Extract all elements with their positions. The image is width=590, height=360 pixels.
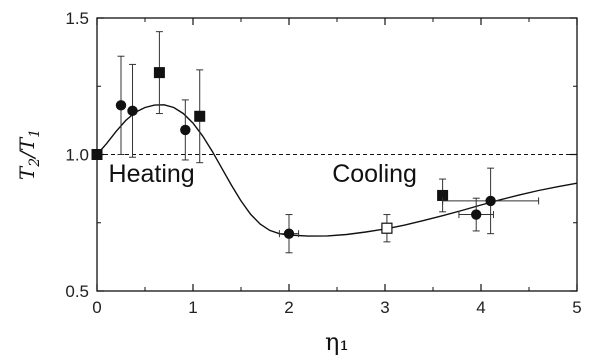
- data-point-circle: [115, 100, 127, 111]
- annotation-heating: Heating: [109, 160, 195, 188]
- data-point-circle: [180, 124, 191, 136]
- x-tick-label: 3: [380, 298, 389, 317]
- y-axis-title-part: T: [15, 136, 39, 151]
- data-point-square: [153, 67, 165, 79]
- x-tick-label: 5: [572, 298, 581, 317]
- y-axis-title-part: /: [15, 149, 39, 160]
- x-axis-title: η₁: [325, 328, 349, 356]
- fit-curve-layer: [96, 104, 578, 237]
- x-tick-label: 0: [92, 298, 101, 317]
- y-axis-title: T2/T1: [15, 129, 43, 180]
- fit-curve: [96, 104, 578, 237]
- data-point-square: [194, 110, 206, 122]
- annotation-cooling: Cooling: [332, 160, 417, 188]
- y-tick-label: 0.5: [65, 282, 89, 301]
- data-point-open-square: [381, 222, 393, 234]
- y-tick-label: 1.0: [65, 146, 89, 165]
- x-tick-label: 1: [188, 298, 197, 317]
- x-tick-label: 2: [284, 298, 293, 317]
- axes-layer: [96, 17, 578, 292]
- y-axis-title-part: 1: [27, 129, 43, 138]
- y-axis-title-part: 2: [27, 158, 43, 168]
- data-point-circle: [485, 195, 496, 207]
- data-point-circle: [471, 209, 482, 220]
- annotation-layer: Heating Cooling: [109, 160, 417, 188]
- data-points-layer: [91, 31, 540, 254]
- data-point-circle: [283, 228, 295, 239]
- data-point-circle: [127, 105, 138, 117]
- x-tick-label: 4: [476, 298, 485, 317]
- data-point-square: [437, 189, 449, 201]
- y-tick-label: 1.5: [65, 9, 89, 28]
- y-axis-title-part: T: [15, 165, 39, 180]
